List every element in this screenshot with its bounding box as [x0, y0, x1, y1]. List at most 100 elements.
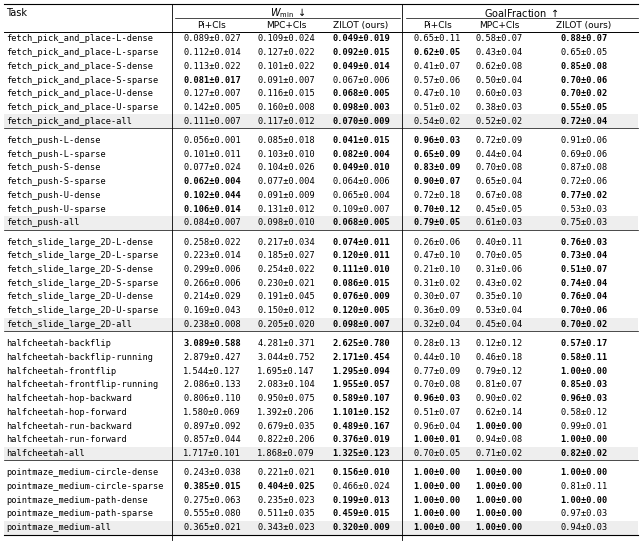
Text: GoalFraction $\uparrow$: GoalFraction $\uparrow$	[484, 7, 559, 19]
Text: 0.101±0.011: 0.101±0.011	[183, 150, 241, 159]
Text: 0.35±0.10: 0.35±0.10	[476, 293, 523, 301]
Text: $W_{\mathrm{min}}$ $\downarrow$: $W_{\mathrm{min}}$ $\downarrow$	[269, 6, 305, 20]
Text: halfcheetah-hop-backward: halfcheetah-hop-backward	[6, 394, 132, 403]
Text: 1.00±0.00: 1.00±0.00	[476, 468, 523, 477]
Text: 1.00±0.00: 1.00±0.00	[476, 523, 523, 532]
Text: 0.96±0.03: 0.96±0.03	[561, 394, 607, 403]
Text: 0.28±0.13: 0.28±0.13	[413, 339, 461, 348]
Bar	[4, 318, 638, 331]
Text: 0.53±0.04: 0.53±0.04	[476, 306, 523, 315]
Text: fetch_pick_and_place-U-dense: fetch_pick_and_place-U-dense	[6, 89, 153, 98]
Bar	[4, 216, 638, 230]
Text: 0.45±0.04: 0.45±0.04	[476, 320, 523, 329]
Text: 1.00±0.00: 1.00±0.00	[413, 468, 461, 477]
Text: 0.82±0.02: 0.82±0.02	[561, 449, 607, 458]
Text: fetch_push-all: fetch_push-all	[6, 218, 79, 227]
Text: 0.94±0.03: 0.94±0.03	[561, 523, 607, 532]
Text: 0.120±0.011: 0.120±0.011	[332, 251, 390, 260]
Text: 0.116±0.015: 0.116±0.015	[257, 89, 315, 98]
Text: fetch_pick_and_place-S-sparse: fetch_pick_and_place-S-sparse	[6, 76, 158, 84]
Text: pointmaze_medium-all: pointmaze_medium-all	[6, 523, 111, 532]
Text: 0.111±0.010: 0.111±0.010	[332, 265, 390, 274]
Text: 0.70±0.05: 0.70±0.05	[476, 251, 523, 260]
Text: 3.044±0.752: 3.044±0.752	[257, 353, 315, 362]
Text: 0.31±0.02: 0.31±0.02	[413, 279, 461, 288]
Text: 2.086±0.133: 2.086±0.133	[183, 380, 241, 390]
Bar	[4, 114, 638, 128]
Text: 0.52±0.02: 0.52±0.02	[476, 117, 523, 126]
Text: 0.205±0.020: 0.205±0.020	[257, 320, 315, 329]
Text: 0.99±0.01: 0.99±0.01	[561, 422, 607, 430]
Text: 0.127±0.007: 0.127±0.007	[183, 89, 241, 98]
Text: 0.365±0.021: 0.365±0.021	[183, 523, 241, 532]
Text: 0.43±0.04: 0.43±0.04	[476, 48, 523, 57]
Text: 0.191±0.045: 0.191±0.045	[257, 293, 315, 301]
Text: 0.131±0.012: 0.131±0.012	[257, 205, 315, 214]
Text: 0.79±0.05: 0.79±0.05	[413, 218, 461, 227]
Text: 4.281±0.371: 4.281±0.371	[257, 339, 315, 348]
Text: 1.00±0.00: 1.00±0.00	[561, 496, 607, 505]
Text: 1.955±0.057: 1.955±0.057	[332, 380, 390, 390]
Text: 0.459±0.015: 0.459±0.015	[332, 509, 390, 518]
Text: 0.068±0.005: 0.068±0.005	[332, 218, 390, 227]
Text: fetch_push-L-sparse: fetch_push-L-sparse	[6, 150, 106, 159]
Text: MPC+Cls: MPC+Cls	[479, 21, 519, 30]
Text: 0.96±0.03: 0.96±0.03	[413, 394, 461, 403]
Text: 0.70±0.06: 0.70±0.06	[561, 76, 607, 84]
Text: fetch_slide_large_2D-L-sparse: fetch_slide_large_2D-L-sparse	[6, 251, 158, 260]
Text: 0.72±0.18: 0.72±0.18	[413, 191, 461, 200]
Text: 0.31±0.06: 0.31±0.06	[476, 265, 523, 274]
Text: fetch_pick_and_place-U-sparse: fetch_pick_and_place-U-sparse	[6, 103, 158, 112]
Text: 0.87±0.08: 0.87±0.08	[561, 163, 607, 172]
Text: 0.230±0.021: 0.230±0.021	[257, 279, 315, 288]
Text: 0.070±0.009: 0.070±0.009	[332, 117, 390, 126]
Text: 1.00±0.00: 1.00±0.00	[476, 509, 523, 518]
Text: 0.404±0.025: 0.404±0.025	[257, 482, 315, 491]
Text: 0.58±0.12: 0.58±0.12	[561, 408, 607, 417]
Text: fetch_slide_large_2D-U-dense: fetch_slide_large_2D-U-dense	[6, 293, 153, 301]
Text: 0.101±0.022: 0.101±0.022	[257, 62, 315, 71]
Text: 0.223±0.014: 0.223±0.014	[183, 251, 241, 260]
Text: 0.91±0.06: 0.91±0.06	[561, 136, 607, 145]
Text: 0.75±0.03: 0.75±0.03	[561, 218, 607, 227]
Text: 0.72±0.06: 0.72±0.06	[561, 177, 607, 186]
Text: 0.94±0.08: 0.94±0.08	[476, 435, 523, 444]
Text: fetch_push-S-sparse: fetch_push-S-sparse	[6, 177, 106, 186]
Text: 0.679±0.035: 0.679±0.035	[257, 422, 315, 430]
Text: 0.091±0.009: 0.091±0.009	[257, 191, 315, 200]
Text: 0.109±0.007: 0.109±0.007	[332, 205, 390, 214]
Text: 0.062±0.004: 0.062±0.004	[183, 177, 241, 186]
Text: 0.065±0.004: 0.065±0.004	[332, 191, 390, 200]
Text: 0.21±0.10: 0.21±0.10	[413, 265, 461, 274]
Text: 0.214±0.029: 0.214±0.029	[183, 293, 241, 301]
Text: 0.61±0.03: 0.61±0.03	[476, 218, 523, 227]
Text: pointmaze_medium-circle-dense: pointmaze_medium-circle-dense	[6, 468, 158, 477]
Text: 0.082±0.004: 0.082±0.004	[332, 150, 390, 159]
Text: 0.70±0.08: 0.70±0.08	[476, 163, 523, 172]
Text: 1.00±0.00: 1.00±0.00	[561, 468, 607, 477]
Text: 0.51±0.07: 0.51±0.07	[561, 265, 607, 274]
Text: 0.049±0.014: 0.049±0.014	[332, 62, 390, 71]
Text: 0.62±0.05: 0.62±0.05	[413, 48, 461, 57]
Text: fetch_pick_and_place-all: fetch_pick_and_place-all	[6, 117, 132, 126]
Text: 0.098±0.007: 0.098±0.007	[332, 320, 390, 329]
Text: 0.235±0.023: 0.235±0.023	[257, 496, 315, 505]
Text: 0.221±0.021: 0.221±0.021	[257, 468, 315, 477]
Text: 0.199±0.013: 0.199±0.013	[332, 496, 390, 505]
Text: 0.57±0.17: 0.57±0.17	[561, 339, 607, 348]
Text: 0.32±0.04: 0.32±0.04	[413, 320, 461, 329]
Text: 1.544±0.127: 1.544±0.127	[183, 367, 241, 375]
Text: halfcheetah-run-backward: halfcheetah-run-backward	[6, 422, 132, 430]
Text: 0.266±0.006: 0.266±0.006	[183, 279, 241, 288]
Text: 0.127±0.022: 0.127±0.022	[257, 48, 315, 57]
Text: 0.243±0.038: 0.243±0.038	[183, 468, 241, 477]
Text: 0.85±0.08: 0.85±0.08	[561, 62, 607, 71]
Text: 1.695±0.147: 1.695±0.147	[257, 367, 315, 375]
Text: 0.343±0.023: 0.343±0.023	[257, 523, 315, 532]
Text: 0.238±0.008: 0.238±0.008	[183, 320, 241, 329]
Text: 0.049±0.019: 0.049±0.019	[332, 34, 390, 44]
Text: 0.254±0.022: 0.254±0.022	[257, 265, 315, 274]
Text: halfcheetah-backflip-running: halfcheetah-backflip-running	[6, 353, 153, 362]
Text: 0.85±0.03: 0.85±0.03	[561, 380, 607, 390]
Text: 1.00±0.00: 1.00±0.00	[476, 482, 523, 491]
